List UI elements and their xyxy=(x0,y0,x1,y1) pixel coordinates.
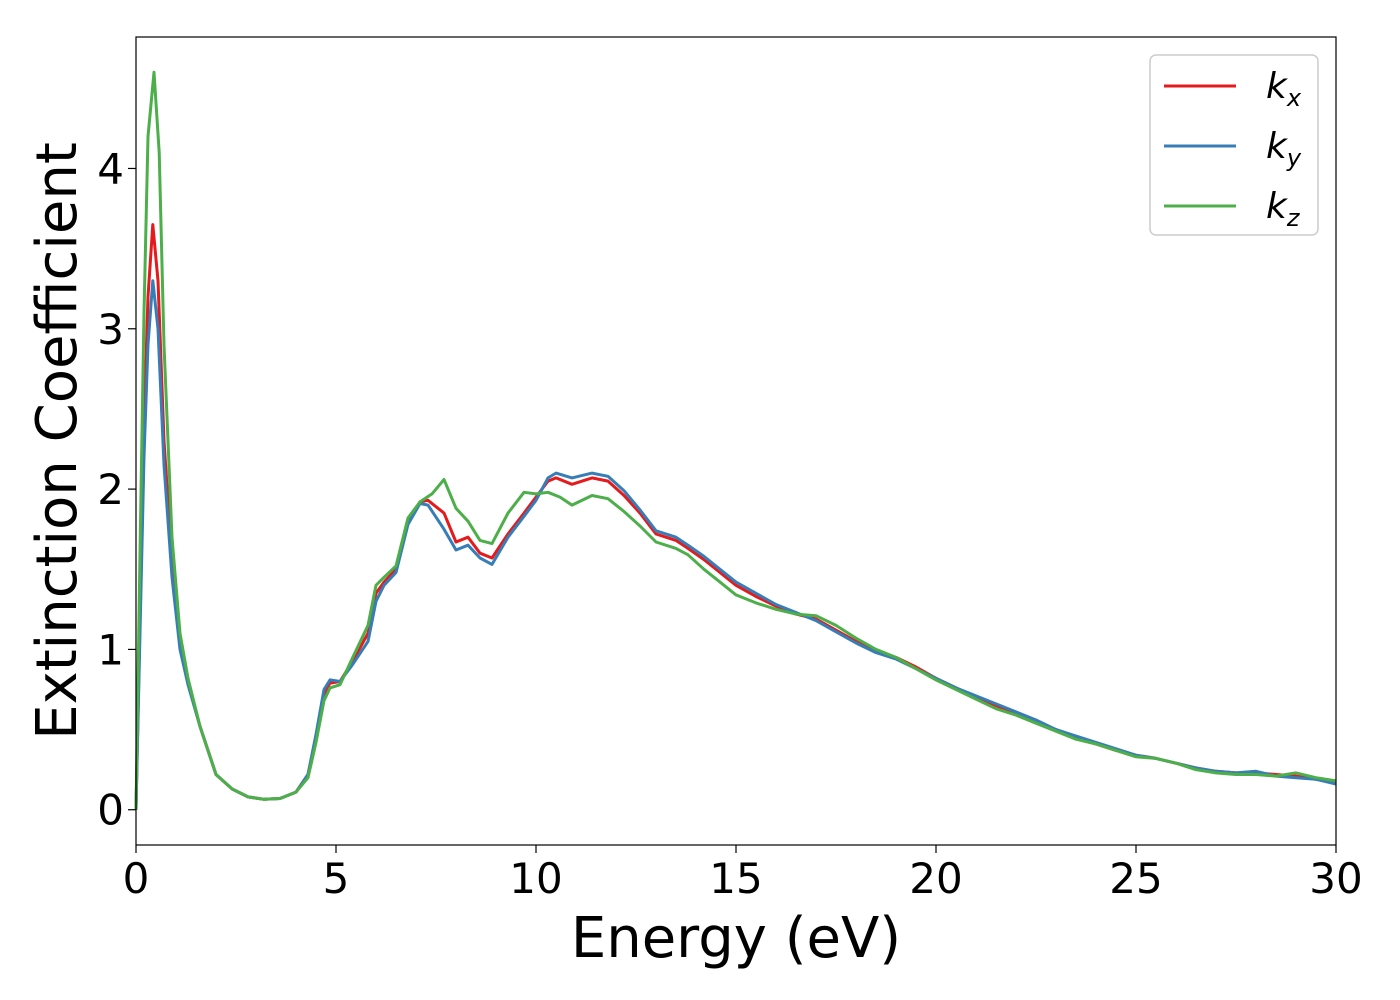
series-line-kz xyxy=(134,70,1337,810)
x-tick-label: 20 xyxy=(909,854,962,903)
y-tick-label: 3 xyxy=(97,305,124,354)
y-tick-label: 0 xyxy=(97,786,124,835)
x-tick-label: 30 xyxy=(1309,854,1362,903)
legend-label-kx: kx xyxy=(1266,66,1302,112)
x-tick-label: 10 xyxy=(509,854,562,903)
y-tick-label: 4 xyxy=(97,144,124,193)
legend: kx ky kz xyxy=(1149,54,1319,236)
x-tick-label: 15 xyxy=(709,854,762,903)
legend-label-ky: ky xyxy=(1266,126,1302,172)
legend-label-kz: kz xyxy=(1266,186,1301,232)
series-layer xyxy=(134,70,1337,810)
x-tick-label: 25 xyxy=(1109,854,1162,903)
y-axis: 0 1 2 3 4 xyxy=(97,144,136,835)
x-tick-label: 0 xyxy=(123,854,150,903)
y-tick-label: 2 xyxy=(97,465,124,514)
x-axis-title: Energy (eV) xyxy=(571,906,901,971)
y-axis-title: Extinction Coefficient xyxy=(25,142,90,740)
x-tick-label: 5 xyxy=(323,854,350,903)
x-axis: 0 5 10 15 20 25 30 xyxy=(123,845,1363,903)
y-tick-label: 1 xyxy=(97,625,124,674)
